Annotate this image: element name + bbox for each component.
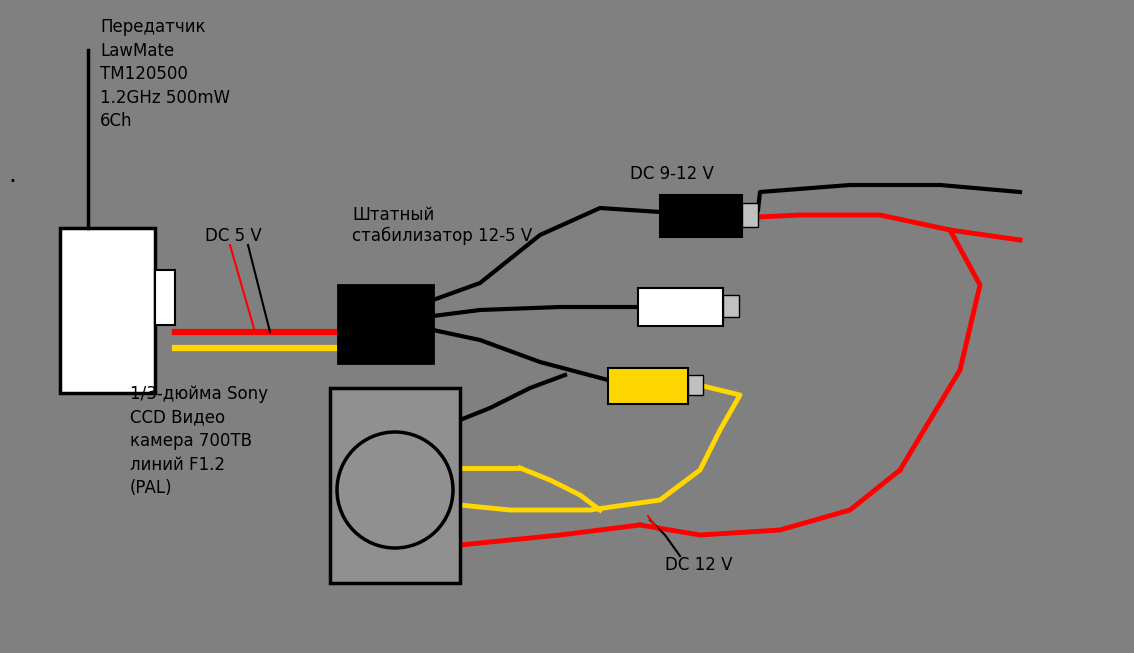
Bar: [723, 295, 739, 317]
Text: .: .: [8, 163, 16, 187]
Text: Штатный
стабилизатор 12-5 V: Штатный стабилизатор 12-5 V: [352, 206, 532, 245]
Bar: [155, 270, 175, 325]
Bar: [742, 203, 758, 227]
Text: DC 5 V: DC 5 V: [205, 227, 262, 245]
Text: DC 12 V: DC 12 V: [665, 556, 733, 574]
Bar: [60, 228, 155, 393]
Bar: [608, 368, 688, 404]
Text: 1/3-дюйма Sony
CCD Видео
камера 700ТВ
линий F1.2
(PAL): 1/3-дюйма Sony CCD Видео камера 700ТВ ли…: [130, 385, 268, 498]
Bar: [338, 285, 433, 363]
Bar: [688, 375, 703, 395]
Text: DC 9-12 V: DC 9-12 V: [631, 165, 714, 183]
Circle shape: [337, 432, 452, 548]
Bar: [330, 388, 460, 583]
Text: Передатчик
LawMate
TM120500
1.2GHz 500mW
6Ch: Передатчик LawMate TM120500 1.2GHz 500mW…: [100, 18, 230, 131]
Bar: [660, 195, 742, 237]
Bar: [638, 288, 723, 326]
